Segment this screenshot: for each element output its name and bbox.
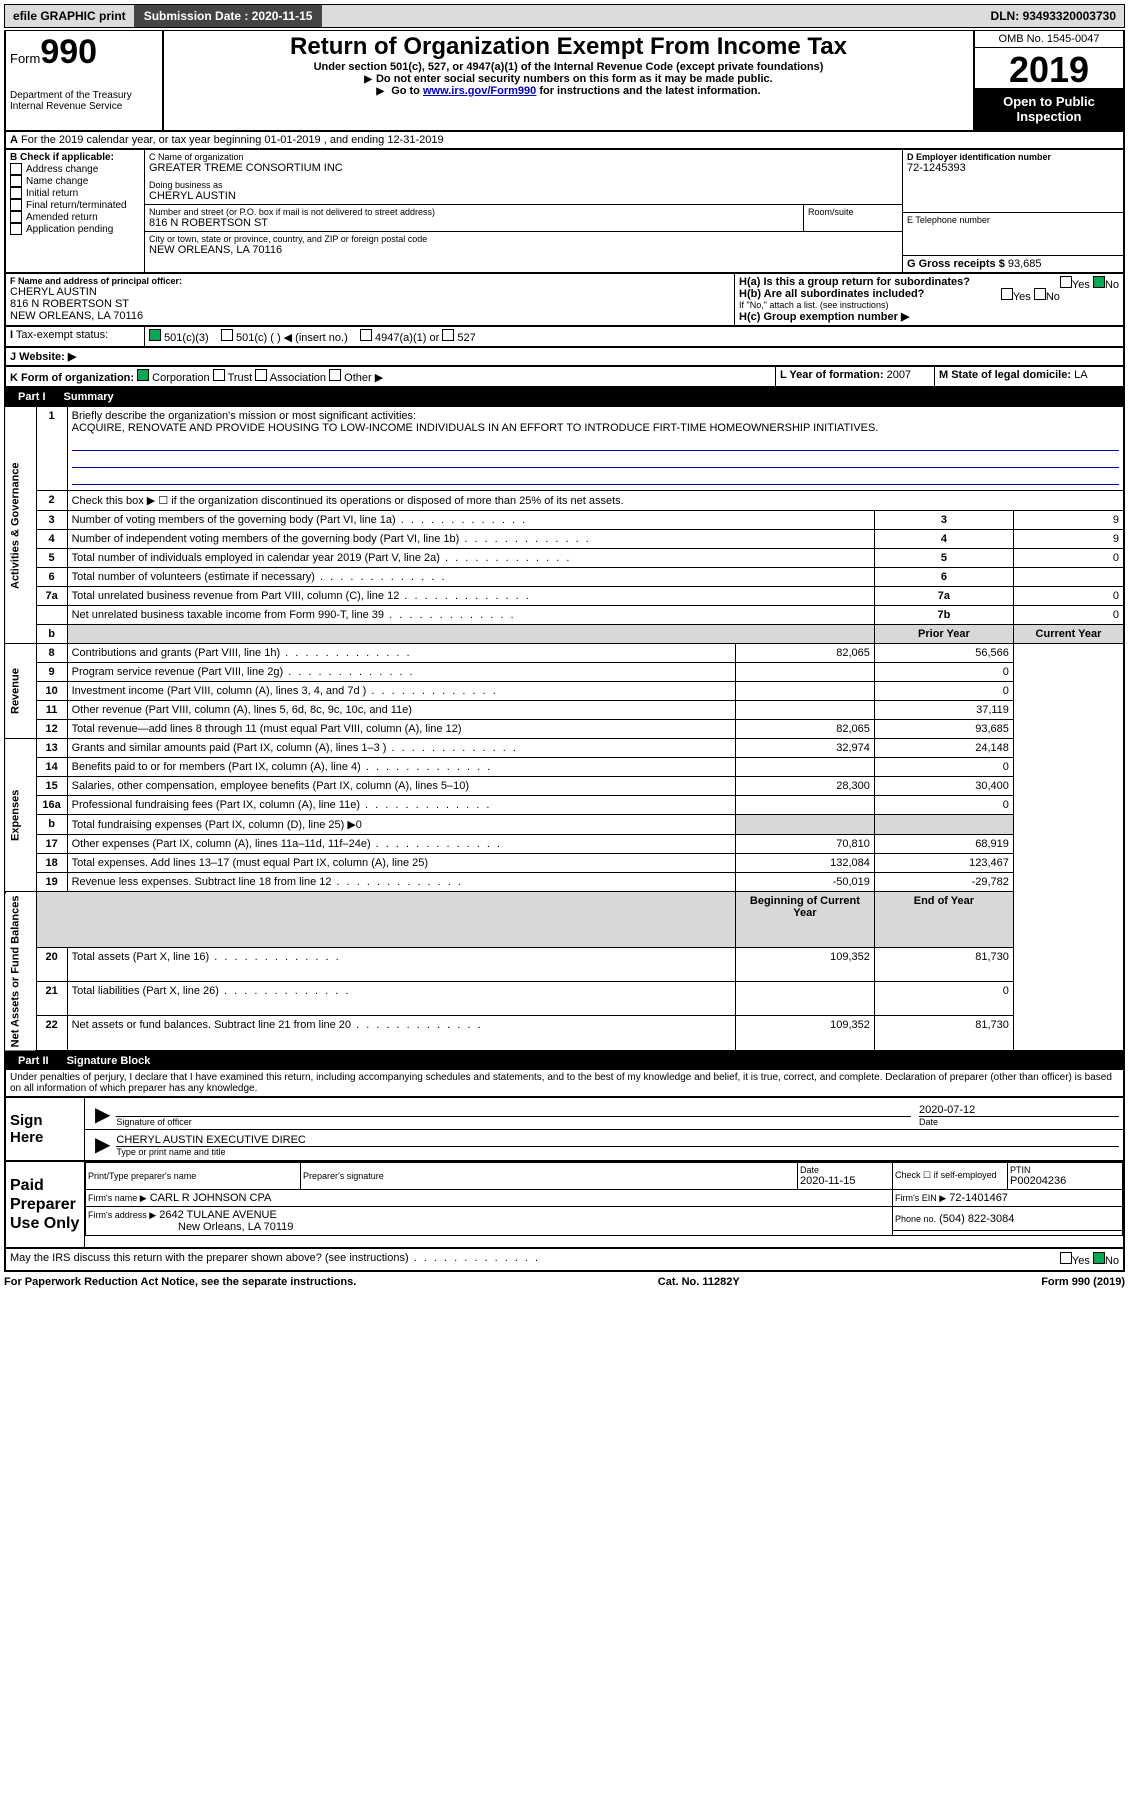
part1-header: Part I Summary xyxy=(4,388,1125,406)
ha-line: H(a) Is this a group return for subordin… xyxy=(739,276,1119,288)
sidebar-netassets: Net Assets or Fund Balances xyxy=(5,892,36,1051)
klm-row: K Form of organization: Corporation Trus… xyxy=(4,367,1125,388)
submission-date-label: Submission Date : xyxy=(144,9,249,23)
chk-discuss-no[interactable] xyxy=(1093,1252,1105,1264)
irs-label: Internal Revenue Service xyxy=(10,101,158,112)
sidebar-activities: Activities & Governance xyxy=(5,407,36,644)
dba-label: Doing business as xyxy=(149,180,898,190)
form-990-label: Form990 xyxy=(10,33,158,72)
chk-other[interactable] xyxy=(329,369,341,381)
submission-date-button[interactable]: Submission Date : 2020-11-15 xyxy=(134,5,323,27)
sidebar-expenses: Expenses xyxy=(5,739,36,892)
officer-addr2: NEW ORLEANS, LA 70116 xyxy=(10,310,730,322)
subtitle-3: Go to www.irs.gov/Form990 for instructio… xyxy=(172,85,965,97)
caret-icon: ▶ xyxy=(89,1132,116,1157)
street-value: 816 N ROBERTSON ST xyxy=(149,217,799,229)
section-d-label: D Employer identification number xyxy=(907,152,1051,162)
sign-here-block: Sign Here ▶ Signature of officer 2020-07… xyxy=(4,1098,1125,1162)
chk-501c[interactable] xyxy=(221,329,233,341)
hb-note: If "No," attach a list. (see instruction… xyxy=(739,300,1119,310)
section-c-label: C Name of organization xyxy=(149,152,898,162)
part2-header: Part II Signature Block xyxy=(4,1052,1125,1070)
officer-h-block: F Name and address of principal officer:… xyxy=(4,274,1125,327)
dba-value: CHERYL AUSTIN xyxy=(149,190,898,202)
section-e-label: E Telephone number xyxy=(903,213,1123,256)
declaration: Under penalties of perjury, I declare th… xyxy=(4,1070,1125,1098)
chk-trust[interactable] xyxy=(213,369,225,381)
chk-address-change[interactable]: Address change xyxy=(10,163,140,175)
org-name: GREATER TREME CONSORTIUM INC xyxy=(149,162,898,174)
discuss-row: May the IRS discuss this return with the… xyxy=(4,1249,1125,1272)
chk-discuss-yes[interactable] xyxy=(1060,1252,1072,1264)
sidebar-revenue: Revenue xyxy=(5,644,36,739)
section-g: G Gross receipts $ 93,685 xyxy=(903,256,1123,272)
dln: DLN: 93493320003730 xyxy=(983,5,1124,27)
part1-table: Activities & Governance 1 Briefly descri… xyxy=(4,406,1125,1052)
hc-line: H(c) Group exemption number ▶ xyxy=(739,310,1119,323)
form-title: Return of Organization Exempt From Incom… xyxy=(172,33,965,61)
entity-block: B Check if applicable: Address change Na… xyxy=(4,150,1125,274)
city-value: NEW ORLEANS, LA 70116 xyxy=(149,244,898,256)
subtitle-1: Under section 501(c), 527, or 4947(a)(1)… xyxy=(172,61,965,73)
chk-name-change[interactable]: Name change xyxy=(10,175,140,187)
caret-icon: ▶ xyxy=(89,1102,116,1127)
chk-assoc[interactable] xyxy=(255,369,267,381)
chk-app-pending[interactable]: Application pending xyxy=(10,223,140,235)
form990-link[interactable]: www.irs.gov/Form990 xyxy=(423,85,536,97)
mission-text: ACQUIRE, RENOVATE AND PROVIDE HOUSING TO… xyxy=(72,422,879,434)
footer: For Paperwork Reduction Act Notice, see … xyxy=(4,1272,1125,1292)
efile-label: efile GRAPHIC print xyxy=(5,5,134,27)
chk-4947[interactable] xyxy=(360,329,372,341)
website-row: J Website: ▶ xyxy=(4,348,1125,367)
chk-corp[interactable] xyxy=(137,369,149,381)
row-a-taxyear: A For the 2019 calendar year, or tax yea… xyxy=(4,132,1125,150)
section-b-label: B Check if applicable: xyxy=(10,152,114,163)
room-label: Room/suite xyxy=(804,205,902,231)
paid-preparer-label: Paid Preparer Use Only xyxy=(6,1162,85,1248)
street-label: Number and street (or P.O. box if mail i… xyxy=(149,207,799,217)
submission-date-value: 2020-11-15 xyxy=(252,9,313,23)
open-public-badge: Open to Public Inspection xyxy=(975,88,1123,130)
paid-preparer-block: Paid Preparer Use Only Print/Type prepar… xyxy=(4,1162,1125,1250)
chk-501c3[interactable] xyxy=(149,329,161,341)
omb-number: OMB No. 1545-0047 xyxy=(975,31,1123,48)
officer-addr1: 816 N ROBERTSON ST xyxy=(10,298,730,310)
chk-527[interactable] xyxy=(442,329,454,341)
city-label: City or town, state or province, country… xyxy=(149,234,898,244)
top-bar: efile GRAPHIC print Submission Date : 20… xyxy=(4,4,1125,28)
sign-here-label: Sign Here xyxy=(6,1098,85,1160)
tax-status-block: I Tax-exempt status: 501(c)(3) 501(c) ( … xyxy=(4,327,1125,348)
subtitle-2: Do not enter social security numbers on … xyxy=(172,73,965,85)
section-f-label: F Name and address of principal officer: xyxy=(10,276,182,286)
chk-initial-return[interactable]: Initial return xyxy=(10,187,140,199)
dept-treasury: Department of the Treasury xyxy=(10,90,158,101)
tax-year: 2019 xyxy=(975,48,1123,88)
ein-value: 72-1245393 xyxy=(907,162,1119,174)
officer-name: CHERYL AUSTIN xyxy=(10,286,730,298)
chk-final-return[interactable]: Final return/terminated xyxy=(10,199,140,211)
chk-amended[interactable]: Amended return xyxy=(10,211,140,223)
form-header: Form990 Department of the Treasury Inter… xyxy=(4,30,1125,132)
